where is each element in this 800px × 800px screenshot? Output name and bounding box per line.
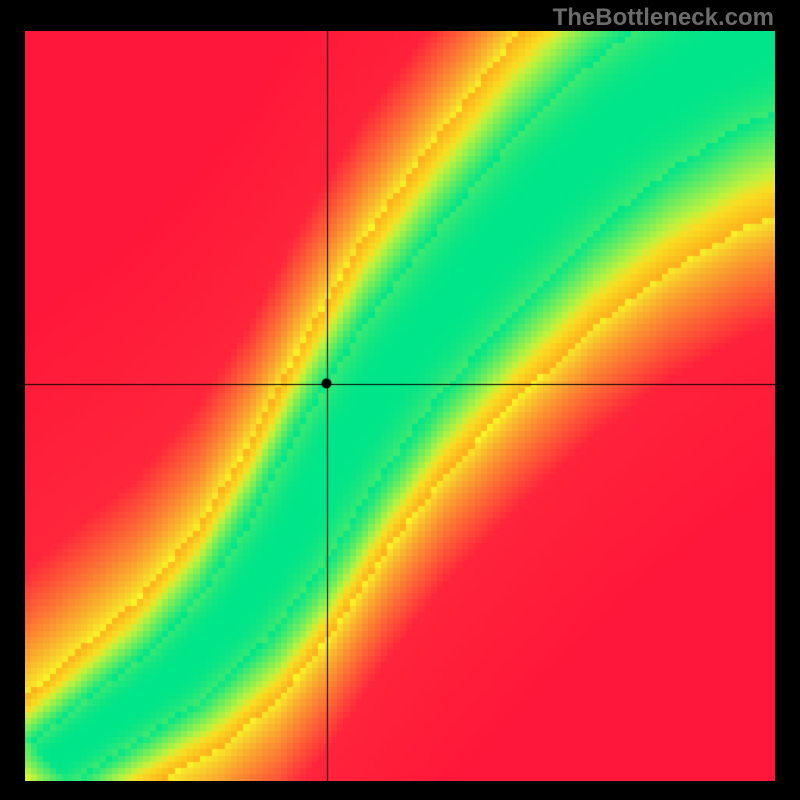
watermark-text: TheBottleneck.com bbox=[553, 4, 774, 32]
bottleneck-heatmap bbox=[25, 31, 775, 781]
chart-container: TheBottleneck.com bbox=[0, 0, 800, 800]
